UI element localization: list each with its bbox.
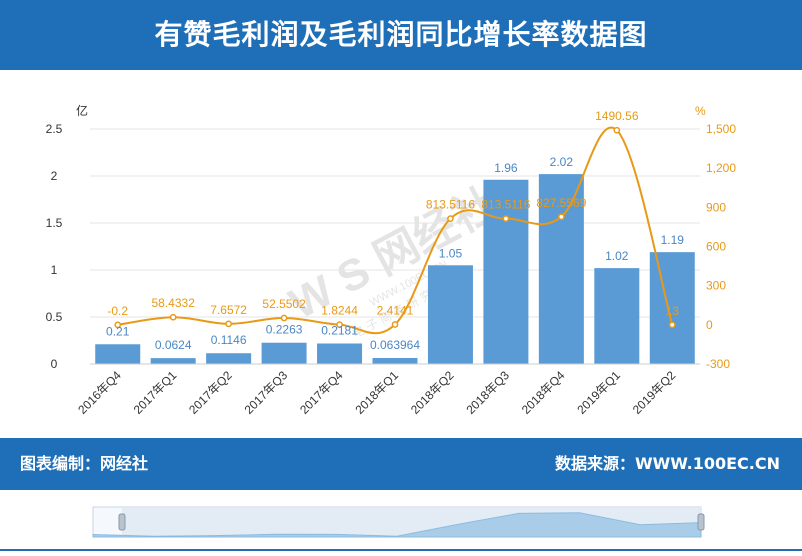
bar	[649, 252, 695, 364]
bar	[261, 342, 307, 364]
y-right-unit: %	[695, 104, 706, 118]
zoom-preview-area	[92, 512, 702, 538]
y-left-unit: 亿	[76, 103, 88, 118]
line-point	[169, 313, 177, 321]
line-point	[447, 215, 454, 222]
chart-maker-label: 图表编制：网经社	[20, 454, 149, 473]
x-tick-label: 2016年Q4	[75, 368, 124, 417]
bar	[427, 265, 473, 364]
page-title: 有赞毛利润及毛利润同比增长率数据图	[154, 18, 648, 51]
line-value-label: 813.5116	[481, 198, 530, 212]
bar-value-label: 0.21	[106, 324, 130, 338]
bar	[95, 344, 141, 364]
line-value-label: 13	[666, 304, 680, 318]
zoom-handle-right[interactable]	[697, 513, 705, 531]
y-left-tick-label: 1.5	[46, 216, 63, 230]
y-right-tick-label: 0	[706, 318, 713, 332]
x-tick-label: 2018年Q2	[408, 368, 457, 417]
bottom-rule	[0, 549, 802, 551]
y-left-tick-label: 0.5	[46, 310, 63, 324]
x-tick-label: 2017年Q4	[297, 368, 346, 417]
line-point	[668, 321, 676, 329]
x-tick-label: 2018年Q3	[463, 368, 512, 417]
line-value-label: 7.6572	[210, 303, 247, 317]
bar	[594, 268, 640, 364]
x-tick-label: 2019年Q2	[630, 368, 679, 417]
zoom-slider[interactable]	[0, 490, 802, 551]
line-point	[558, 213, 565, 221]
data-source-label: 数据来源：WWW.100EC.CN	[554, 454, 780, 473]
line-point	[225, 320, 232, 328]
title-banner: 有赞毛利润及毛利润同比增长率数据图	[0, 0, 802, 70]
line-value-label: 813.5116	[426, 198, 475, 212]
bar-value-label: 0.1146	[211, 333, 247, 347]
chart-area: W S 网经社 WWW.100EC.CN 电 子 商 务 研 究 中 心 0 0.…	[0, 70, 802, 438]
zoom-overview[interactable]	[0, 490, 802, 551]
x-tick-label: 2019年Q1	[574, 368, 623, 417]
y-left-tick-label: 2	[51, 169, 58, 183]
line-value-label: 1490.56	[595, 109, 639, 123]
bar-series	[95, 174, 695, 364]
x-tick-label: 2017年Q1	[131, 368, 180, 417]
x-tick-label: 2018年Q4	[519, 368, 568, 417]
line-point	[391, 321, 399, 328]
y-right-tick-label: 1,200	[706, 161, 736, 175]
line-value-label: -0.2	[107, 304, 128, 318]
bar	[483, 179, 529, 364]
y-right-tick-label: 1,500	[706, 122, 736, 136]
zoom-handle-left[interactable]	[118, 513, 126, 531]
line-value-label: 52.5502	[262, 297, 306, 311]
y-right-tick-label: 900	[706, 200, 726, 214]
line-point	[336, 321, 343, 328]
bar-value-label: 2.02	[550, 155, 574, 169]
bar-value-label: 1.19	[661, 233, 685, 247]
bar	[150, 358, 196, 364]
y-left-tick-label: 1	[51, 263, 58, 277]
line-point	[613, 126, 621, 134]
line-point	[280, 314, 288, 322]
y-left-tick-label: 0	[51, 357, 58, 371]
bar-value-label: 1.05	[439, 246, 463, 260]
line-point	[502, 215, 510, 222]
bar-value-label: 0.2263	[266, 323, 303, 337]
x-tick-label: 2017年Q2	[186, 368, 235, 417]
bar	[317, 343, 363, 364]
y-right-tick-label: 300	[706, 279, 726, 293]
bar	[372, 357, 418, 364]
x-tick-label: 2018年Q1	[353, 368, 402, 417]
bar-value-label: 1.96	[494, 161, 518, 175]
combo-chart: W S 网经社 WWW.100EC.CN 电 子 商 务 研 究 中 心 00.…	[46, 103, 737, 417]
x-tick-label: 2017年Q3	[242, 368, 291, 417]
bar-value-label: 0.0624	[155, 338, 192, 352]
line-value-label: 58.4332	[151, 296, 195, 310]
bar-value-label: 0.2181	[321, 323, 358, 337]
bar	[538, 174, 584, 364]
y-right-tick-label: -300	[706, 357, 730, 371]
footer-bar: 图表编制：网经社 数据来源：WWW.100EC.CN	[0, 438, 802, 490]
y-left-tick-label: 2.5	[46, 122, 63, 136]
data-labels: 0.21 0.0624 0.1146 0.2263 0.2181 0.063964 1.05…	[106, 109, 684, 352]
bar-value-label: 1.02	[605, 249, 629, 263]
y-right-tick-label: 600	[706, 240, 726, 254]
line-series	[114, 126, 676, 335]
line-value-label: 2.4141	[377, 304, 414, 318]
bar	[206, 353, 252, 364]
bar-value-label: 0.063964	[370, 338, 420, 352]
line-value-label: 1.8244	[321, 304, 358, 318]
line-point	[114, 321, 122, 329]
line-value-label: 827.5569	[536, 196, 586, 210]
